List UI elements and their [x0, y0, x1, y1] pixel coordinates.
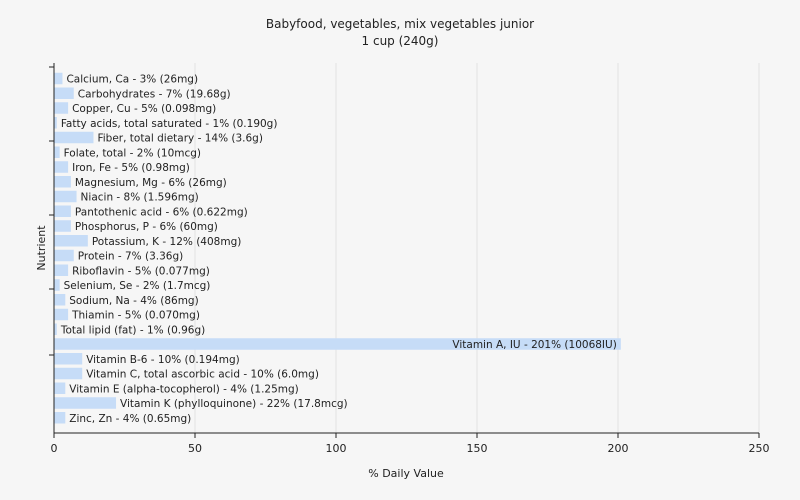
bar-label: Total lipid (fat) - 1% (0.96g) — [60, 324, 205, 336]
x-tick-label: 150 — [467, 442, 488, 455]
bar-label: Zinc, Zn - 4% (0.65mg) — [69, 413, 191, 425]
bar-label: Fiber, total dietary - 14% (3.6g) — [97, 133, 262, 145]
chart-title: Babyfood, vegetables, mix vegetables jun… — [266, 17, 534, 31]
plot-area — [54, 63, 759, 433]
bar — [54, 146, 60, 158]
bar-label: Thiamin - 5% (0.070mg) — [71, 310, 200, 322]
bar — [54, 235, 88, 247]
bar — [54, 382, 66, 394]
bar-label: Iron, Fe - 5% (0.98mg) — [72, 162, 190, 174]
x-gridlines — [54, 63, 760, 433]
bar — [54, 367, 83, 380]
bar — [54, 338, 621, 350]
x-tick-label: 100 — [326, 442, 347, 455]
bar-label: Magnesium, Mg - 6% (26mg) — [75, 177, 227, 189]
bar-label: Vitamin C, total ascorbic acid - 10% (6.… — [86, 369, 319, 381]
bar — [54, 131, 94, 144]
bar — [54, 279, 60, 291]
bar — [54, 397, 117, 409]
x-tick-label: 0 — [51, 442, 58, 455]
bar — [54, 264, 69, 276]
bar — [54, 205, 71, 217]
bar-label: Niacin - 8% (1.596mg) — [81, 192, 199, 204]
bar — [54, 294, 66, 306]
bar-label: Vitamin A, IU - 201% (10068IU) — [452, 339, 616, 351]
bar-label: Protein - 7% (3.36g) — [78, 251, 184, 263]
bar — [54, 412, 66, 424]
bar — [54, 308, 69, 321]
bar-label: Selenium, Se - 2% (1.7mcg) — [64, 280, 211, 292]
chart-subtitle: 1 cup (240g) — [362, 34, 439, 48]
bar-label: Folate, total - 2% (10mcg) — [64, 147, 201, 159]
bar-label: Fatty acids, total saturated - 1% (0.190… — [61, 118, 278, 130]
bar — [54, 323, 57, 335]
bar-label: Sodium, Na - 4% (86mg) — [69, 295, 198, 307]
bar-label: Riboflavin - 5% (0.077mg) — [72, 265, 210, 277]
bar-label: Carbohydrates - 7% (19.68g) — [78, 88, 231, 100]
x-axis-label: % Daily Value — [368, 467, 444, 480]
bar — [54, 72, 63, 85]
bars-group: Calcium, Ca - 3% (26mg) Carbohydrates - 7… — [54, 72, 621, 425]
bar-label: Calcium, Ca - 3% (26mg) — [66, 74, 198, 86]
x-tick-label: 250 — [749, 442, 770, 455]
x-tick-label: 200 — [608, 442, 629, 455]
bar — [54, 353, 83, 365]
bar-label: Vitamin K (phylloquinone) - 22% (17.8mcg… — [120, 398, 348, 410]
bar-label: Copper, Cu - 5% (0.098mg) — [72, 103, 216, 115]
bar — [54, 102, 69, 114]
bar — [54, 249, 74, 262]
bar — [54, 87, 74, 99]
bar — [54, 117, 57, 129]
bar-label: Potassium, K - 12% (408mg) — [92, 236, 242, 248]
bar-label: Phosphorus, P - 6% (60mg) — [75, 221, 218, 233]
bar — [54, 190, 77, 203]
axes-group: 0 50 100 150 200 250 — [49, 63, 770, 455]
bar — [54, 220, 71, 232]
y-axis-label: Nutrient — [35, 225, 48, 271]
bar-label: Vitamin E (alpha-tocopherol) - 4% (1.25m… — [69, 383, 299, 395]
bar-label: Vitamin B-6 - 10% (0.194mg) — [86, 354, 240, 366]
bar-label: Pantothenic acid - 6% (0.622mg) — [75, 206, 248, 218]
bar — [54, 161, 69, 173]
x-tick-label: 50 — [188, 442, 202, 455]
bar — [54, 176, 71, 188]
